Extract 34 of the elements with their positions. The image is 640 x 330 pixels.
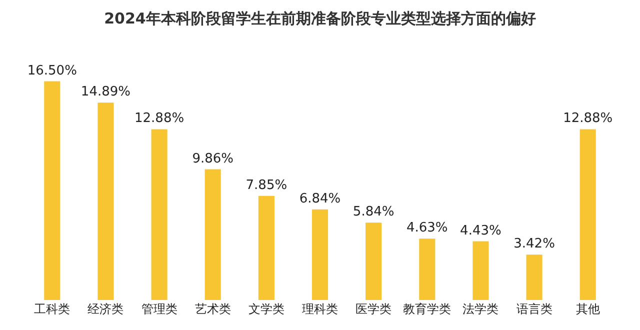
x-tick-label: 医学类 [356, 300, 392, 317]
bar [204, 169, 221, 300]
bar [366, 222, 382, 300]
x-tick-label: 语言类 [516, 300, 552, 317]
bar [258, 196, 274, 300]
x-tick-label: 教育学类 [403, 300, 452, 317]
data-label: 9.86% [192, 151, 234, 166]
bar [151, 129, 168, 300]
bar [419, 238, 436, 300]
chart-title: 2024年本科阶段留学生在前期准备阶段专业类型选择方面的偏好 [104, 10, 536, 28]
data-label: 4.43% [460, 223, 502, 238]
data-label: 14.89% [80, 84, 131, 100]
bar [44, 81, 60, 300]
data-label: 12.88% [134, 111, 184, 126]
x-tick-label: 其他 [576, 300, 600, 317]
bar [312, 209, 328, 300]
data-label: 7.85% [246, 178, 288, 193]
bar [526, 254, 542, 300]
data-label: 3.42% [514, 236, 555, 252]
x-tick-label: 法学类 [462, 300, 499, 317]
data-label: 6.84% [299, 191, 341, 206]
x-tick-label: 艺术类 [194, 300, 231, 317]
bar [472, 241, 489, 300]
bar [98, 102, 114, 300]
data-label: 5.84% [352, 204, 394, 220]
bar [580, 129, 596, 300]
x-tick-label: 经济类 [88, 300, 124, 317]
x-tick-label: 理科类 [302, 300, 338, 317]
data-label: 12.88% [563, 111, 613, 126]
data-label: 4.63% [406, 220, 448, 236]
data-label: 16.50% [27, 63, 77, 78]
x-tick-label: 工科类 [34, 300, 70, 317]
x-tick-label: 管理类 [141, 300, 178, 317]
x-tick-label: 文学类 [248, 300, 284, 317]
